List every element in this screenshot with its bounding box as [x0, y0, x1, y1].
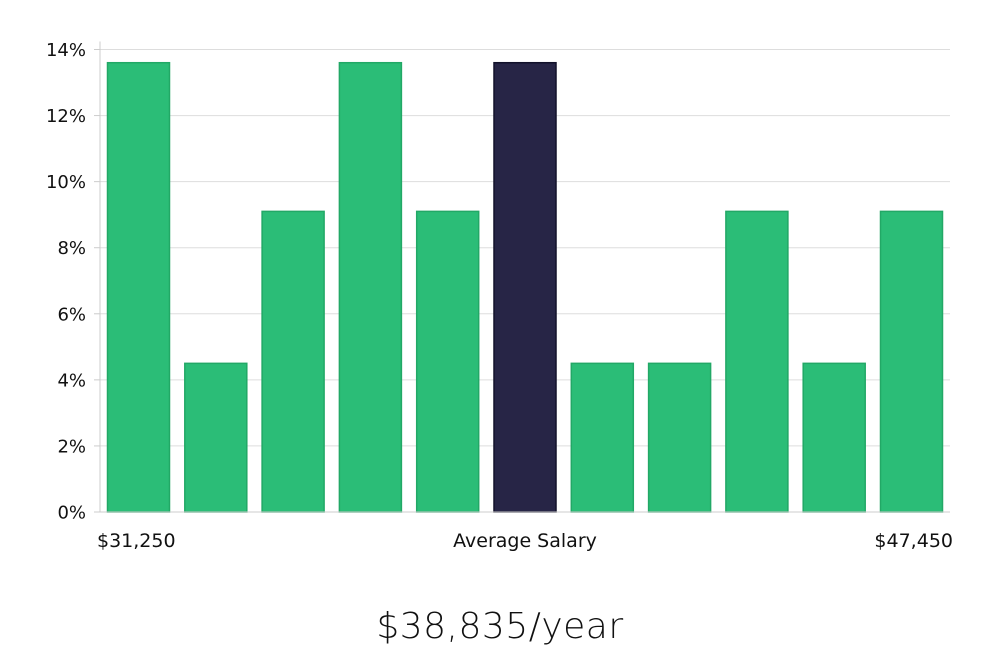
y-tick-label: 10% [46, 172, 86, 193]
bar [802, 362, 866, 513]
bar [338, 61, 403, 513]
y-tick-label: 2% [57, 436, 86, 457]
y-tick-label: 6% [57, 304, 86, 325]
bar [184, 362, 248, 513]
chart-svg: 0% 2% 4% 6% 8% 10% 12% 14% $31,250 Average Sala… [46, 40, 953, 552]
y-tick-label: 14% [46, 40, 86, 61]
bar [725, 210, 789, 513]
x-axis-min-label: $31,250 [97, 530, 176, 552]
y-tick-label: 8% [57, 238, 86, 259]
bar [106, 61, 171, 513]
y-tick-label: 12% [46, 106, 86, 127]
bar [879, 210, 944, 513]
x-axis-max-label: $47,450 [874, 530, 953, 552]
bar [261, 210, 325, 513]
bar-average-salary [493, 61, 557, 513]
y-tick-label: 4% [57, 370, 86, 391]
y-tick-label: 0% [57, 503, 86, 524]
bars [106, 61, 944, 513]
salary-distribution-chart: 0% 2% 4% 6% 8% 10% 12% 14% $31,250 Average Sala… [46, 40, 953, 552]
bar [570, 362, 635, 513]
bar [647, 362, 712, 513]
bar [415, 210, 480, 513]
x-axis-title: Average Salary [453, 530, 597, 552]
y-axis-ticks: 0% 2% 4% 6% 8% 10% 12% 14% [46, 40, 100, 524]
average-salary-value: $38,835/year [376, 606, 624, 647]
